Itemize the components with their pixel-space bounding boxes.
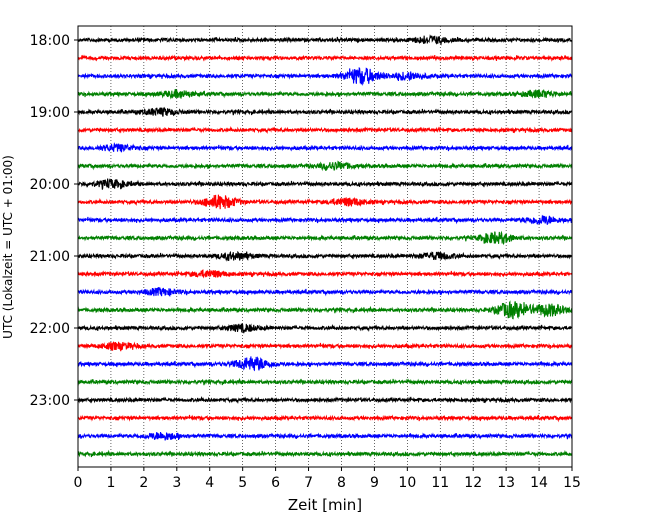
x-tick-label: 7 <box>304 475 313 491</box>
x-tick-label: 12 <box>464 475 482 491</box>
seismic-trace <box>77 142 573 153</box>
x-tick-label: 10 <box>398 475 416 491</box>
seismic-trace <box>77 160 573 172</box>
x-tick-label: 8 <box>337 475 346 491</box>
seismic-trace <box>77 67 573 86</box>
x-tick-label: 0 <box>74 475 83 491</box>
x-tick-label: 4 <box>205 475 214 491</box>
y-tick-label: 23:00 <box>30 393 70 409</box>
seismic-trace <box>77 230 573 246</box>
y-tick-label: 19:00 <box>30 105 70 121</box>
y-tick-label: 22:00 <box>30 321 70 337</box>
seismic-trace <box>77 449 573 458</box>
x-tick-label: 15 <box>563 475 581 491</box>
x-axis-ticks: 0 1 2 3 4 5 6 7 8 9 10 11 12 13 14 15 <box>74 467 581 491</box>
seismic-trace <box>77 356 573 372</box>
x-tick-label: 3 <box>172 475 181 491</box>
x-axis-label: Zeit [min] <box>288 496 362 514</box>
y-axis-ticks: 18:00 19:00 20:00 21:00 22:00 23:00 <box>30 33 78 409</box>
seismic-trace <box>77 300 573 320</box>
x-tick-label: 13 <box>497 475 515 491</box>
seismic-trace <box>77 287 573 298</box>
y-tick-label: 18:00 <box>30 33 70 49</box>
seismic-trace <box>77 214 573 225</box>
seismic-trace <box>77 125 573 134</box>
seismic-trace <box>77 194 573 210</box>
seismic-trace <box>77 177 573 190</box>
x-tick-label: 9 <box>370 475 379 491</box>
y-tick-label: 20:00 <box>30 177 70 193</box>
seismic-trace <box>77 250 573 262</box>
y-tick-label: 21:00 <box>30 249 70 265</box>
trace-lines <box>77 34 573 458</box>
seismic-trace <box>77 432 573 441</box>
x-tick-label: 14 <box>530 475 548 491</box>
x-tick-label: 2 <box>139 475 148 491</box>
seismic-trace <box>77 34 573 46</box>
x-tick-label: 5 <box>238 475 247 491</box>
seismic-trace <box>77 106 573 117</box>
seismic-trace <box>77 54 573 62</box>
x-tick-label: 6 <box>271 475 280 491</box>
seismic-trace <box>77 377 573 386</box>
seismic-trace <box>77 323 573 334</box>
y-axis-label: UTC (Lokalzeit = UTC + 01:00) <box>1 155 15 339</box>
seismic-trace <box>77 269 573 279</box>
x-tick-label: 1 <box>106 475 115 491</box>
seismic-trace <box>77 395 573 404</box>
x-tick-label: 11 <box>431 475 449 491</box>
plot-frame <box>77 25 573 468</box>
seismic-trace <box>77 414 573 423</box>
seismic-trace <box>77 341 573 352</box>
seismic-trace <box>77 88 573 100</box>
